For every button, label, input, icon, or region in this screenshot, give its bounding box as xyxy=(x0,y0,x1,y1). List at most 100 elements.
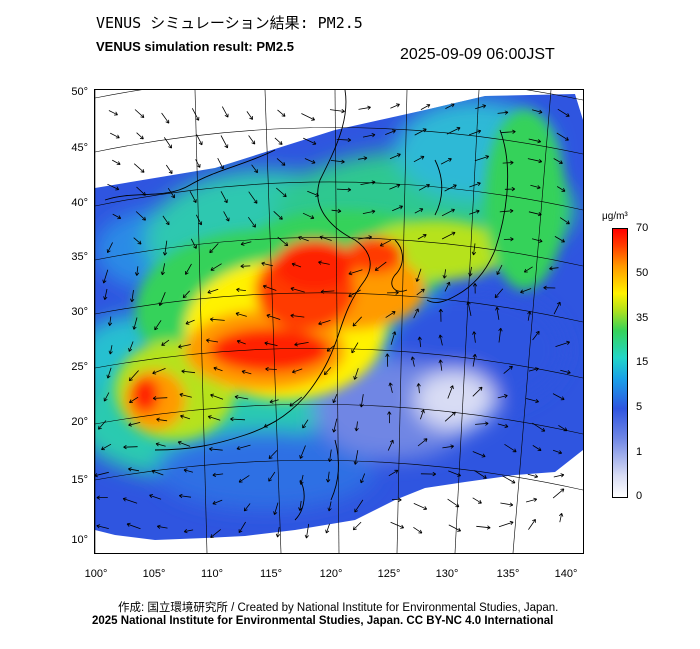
wind-arrow xyxy=(128,370,139,382)
wind-arrow xyxy=(530,184,541,190)
wind-arrow xyxy=(152,396,168,401)
wind-arrow xyxy=(185,319,195,325)
wind-arrow xyxy=(290,286,305,293)
wind-arrow xyxy=(379,239,392,247)
wind-arrow xyxy=(212,472,224,477)
wind-arrow xyxy=(209,243,219,254)
wind-arrow xyxy=(557,108,570,117)
wind-arrow xyxy=(374,261,387,271)
wind-arrow xyxy=(527,158,543,164)
wind-arrow xyxy=(388,382,393,393)
wind-arrow xyxy=(129,396,139,403)
wind-arrow xyxy=(95,471,109,478)
wind-arrow xyxy=(251,164,258,174)
lon-label: 130° xyxy=(435,568,459,580)
wind-arrow xyxy=(264,341,278,346)
wind-arrow xyxy=(133,237,142,245)
lon-label: 110° xyxy=(201,568,223,580)
wind-arrow xyxy=(410,356,415,367)
wind-arrow xyxy=(327,449,333,462)
lat-label: 25° xyxy=(71,361,88,373)
wind-arrow xyxy=(196,134,203,146)
wind-arrow xyxy=(160,263,166,276)
wind-arrow xyxy=(525,398,539,404)
wind-arrow xyxy=(444,184,457,192)
wind-arrow xyxy=(327,501,332,512)
wind-arrow xyxy=(243,503,251,512)
wind-arrow xyxy=(413,155,425,163)
wind-arrow xyxy=(265,366,277,372)
wind-arrow xyxy=(107,183,120,191)
wind-arrow xyxy=(553,473,565,478)
wind-arrow xyxy=(241,369,252,375)
wind-arrow xyxy=(98,420,107,430)
wind-arrow xyxy=(220,135,229,149)
wind-arrow xyxy=(234,395,249,400)
wind-arrow xyxy=(236,287,246,293)
lat-label: 15° xyxy=(71,474,88,486)
wind-arrow xyxy=(332,393,338,404)
wind-arrow xyxy=(497,110,509,115)
wind-arrow xyxy=(448,524,462,532)
wind-arrow xyxy=(183,529,194,534)
wind-arrow xyxy=(472,386,483,397)
wind-arrow xyxy=(302,419,309,429)
lon-label: 100° xyxy=(84,568,108,580)
wind-arrow xyxy=(240,241,252,246)
wind-arrow xyxy=(273,502,279,515)
wind-arrow xyxy=(552,393,565,401)
wind-arrow xyxy=(108,110,118,116)
wind-arrow xyxy=(552,488,565,499)
wind-arrow xyxy=(420,409,425,420)
wind-arrow xyxy=(185,263,192,275)
wind-arrow xyxy=(217,158,224,170)
wind-arrow xyxy=(268,450,278,459)
lat-label: 45° xyxy=(71,142,88,154)
wind-arrow xyxy=(326,471,331,483)
wind-arrow xyxy=(549,266,559,271)
wind-arrow xyxy=(180,414,191,420)
wind-arrow xyxy=(357,235,373,240)
wind-arrow xyxy=(472,451,486,458)
credit-text: 作成: 国立環境研究所 / Created by National Instit… xyxy=(118,602,559,614)
wind-arrow xyxy=(466,301,472,316)
wind-arrow xyxy=(298,500,303,511)
wind-arrow xyxy=(177,440,191,447)
wind-arrow xyxy=(354,421,359,432)
wind-arrow xyxy=(162,215,170,226)
wind-arrow xyxy=(195,159,201,168)
wind-arrow xyxy=(532,422,546,432)
wind-arrow xyxy=(298,236,309,242)
wind-arrow xyxy=(520,288,532,294)
wind-arrow xyxy=(442,444,454,449)
wind-arrow xyxy=(525,497,538,503)
wind-arrow xyxy=(318,260,330,265)
timestamp: 2025-09-09 06:00JST xyxy=(400,46,555,63)
wind-arrow xyxy=(210,393,224,400)
lon-label: 135° xyxy=(496,568,520,580)
wind-arrow xyxy=(531,109,543,114)
wind-arrow xyxy=(352,521,362,531)
wind-arrow xyxy=(277,236,289,247)
wind-arrow xyxy=(420,104,431,110)
wind-arrow xyxy=(389,183,401,190)
wind-arrow xyxy=(503,237,514,242)
title-english: VENUS simulation result: PM2.5 xyxy=(96,39,294,54)
wind-arrow xyxy=(294,342,309,347)
wind-arrow xyxy=(248,191,258,204)
wind-arrow xyxy=(262,284,277,291)
wind-arrow xyxy=(134,109,145,118)
wind-arrow xyxy=(440,158,452,165)
wind-arrow xyxy=(123,444,138,450)
wind-arrow xyxy=(418,184,430,191)
wind-arrow xyxy=(135,211,146,221)
wind-arrow xyxy=(523,266,533,273)
wind-arrow xyxy=(385,129,396,135)
wind-arrow xyxy=(417,234,427,240)
wind-arrow xyxy=(331,208,342,214)
wind-arrow xyxy=(469,209,480,215)
wind-arrow xyxy=(474,155,490,162)
wind-arrow xyxy=(441,208,455,217)
wind-arrow xyxy=(195,214,203,226)
wind-arrow xyxy=(238,475,250,483)
